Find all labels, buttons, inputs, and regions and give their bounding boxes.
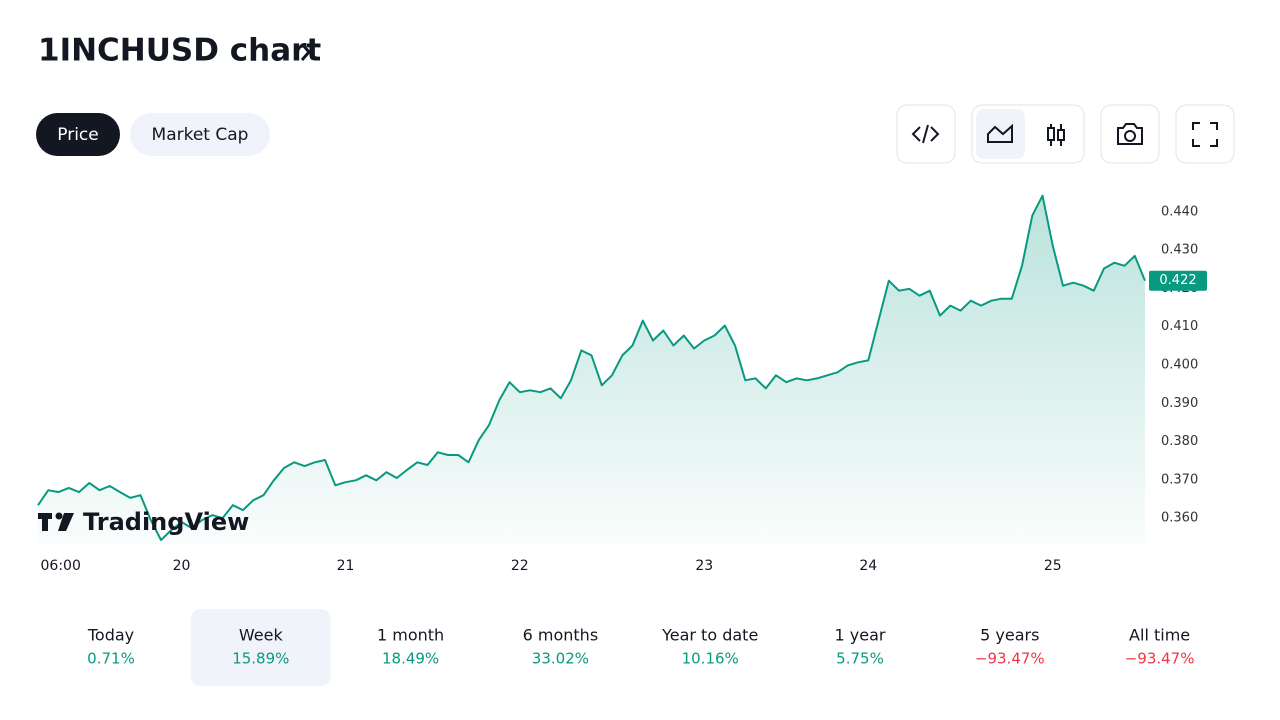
chart: 0.3600.3700.3800.3900.4000.4100.4200.430… (37, 194, 1207, 574)
logo-mark (58, 513, 74, 531)
y-tick-label: 0.370 (1161, 472, 1198, 487)
area-fill (38, 195, 1145, 545)
logo-mark (55, 512, 63, 520)
chart-style-group (971, 104, 1085, 164)
period-label[interactable]: 6 months (523, 626, 599, 645)
camera-icon (1117, 123, 1143, 145)
snapshot-button[interactable] (1100, 104, 1160, 164)
y-tick-label: 0.440 (1161, 204, 1198, 219)
period-change: 10.16% (682, 650, 739, 668)
period-label[interactable]: All time (1129, 626, 1190, 645)
x-tick-label: 22 (511, 558, 529, 574)
y-tick-label: 0.380 (1161, 434, 1198, 449)
x-tick-label: 06:00 (41, 558, 81, 574)
period-change: −93.47% (975, 650, 1045, 668)
period-label[interactable]: Week (239, 626, 284, 645)
logo-mark (42, 513, 48, 531)
candle-icon-body (1057, 129, 1065, 141)
period-change: 5.75% (836, 650, 884, 668)
period-change: 33.02% (532, 650, 589, 668)
embed-icon (911, 124, 940, 144)
fullscreen-icon (1192, 122, 1218, 147)
y-tick-label: 0.400 (1161, 358, 1198, 373)
y-tick-label: 0.430 (1161, 243, 1198, 258)
fullscreen-button[interactable] (1175, 104, 1235, 164)
camera-lens (1124, 130, 1136, 142)
period-change: −93.47% (1125, 650, 1195, 668)
last-price-badge (1149, 270, 1207, 291)
x-tick-label: 25 (1044, 558, 1062, 574)
y-tick-label: 0.390 (1161, 396, 1198, 411)
x-tick-label: 20 (173, 558, 191, 574)
tab[interactable] (130, 113, 270, 156)
area-icon (987, 123, 1013, 143)
page-title: 1INCHUSD chart (38, 33, 321, 69)
last-price-label: 0.422 (1159, 273, 1196, 288)
period-label[interactable]: 1 month (377, 626, 444, 645)
period-change: 18.49% (382, 650, 439, 668)
y-tick-label: 0.410 (1161, 319, 1198, 334)
period-change: 0.71% (87, 650, 135, 668)
candle-icon-body (1047, 127, 1055, 141)
tabs: Price Market Cap (36, 113, 270, 156)
period-label[interactable]: 5 years (980, 626, 1039, 645)
area-style-button[interactable] (976, 109, 1025, 159)
toolbar (896, 104, 1235, 164)
period-change: 15.89% (232, 650, 289, 668)
period-label[interactable]: 1 year (835, 626, 886, 645)
y-tick-label: 0.360 (1161, 511, 1198, 526)
embed-button[interactable] (896, 104, 956, 164)
title-chevron[interactable] (300, 43, 311, 61)
watermark: TradingView (83, 508, 249, 536)
period-bar: Today 0.71% Week 15.89% 1 month 18.49% 6 month… (87, 609, 1195, 686)
period-label[interactable]: Year to date (661, 626, 758, 645)
tab-label: Market Cap (152, 125, 249, 145)
tab[interactable] (36, 113, 120, 156)
x-tick-label: 24 (859, 558, 877, 574)
tab-label: Price (57, 125, 98, 145)
period-label[interactable]: Today (87, 626, 134, 645)
price-line (37, 194, 1146, 541)
x-tick-label: 21 (337, 558, 355, 574)
period-highlight[interactable] (190, 609, 331, 686)
x-tick-label: 23 (695, 558, 713, 574)
